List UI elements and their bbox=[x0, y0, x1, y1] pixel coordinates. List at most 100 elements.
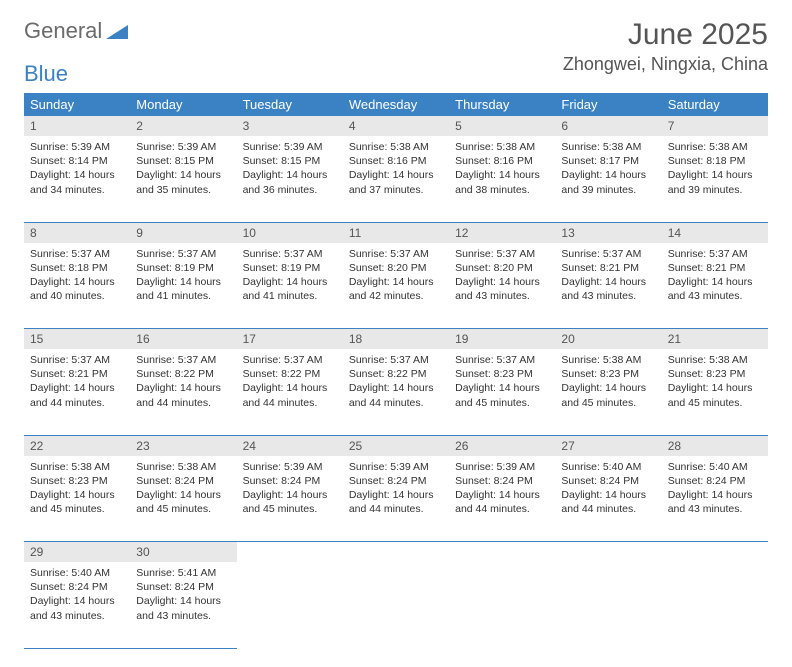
sunset-text: Sunset: 8:24 PM bbox=[668, 474, 762, 488]
daylight-text-1: Daylight: 14 hours bbox=[136, 488, 230, 502]
day-number: 10 bbox=[237, 222, 343, 243]
day-cell: Sunrise: 5:39 AMSunset: 8:14 PMDaylight:… bbox=[24, 136, 130, 222]
daylight-text-1: Daylight: 14 hours bbox=[136, 168, 230, 182]
weekday-header-row: Sunday Monday Tuesday Wednesday Thursday… bbox=[24, 93, 768, 116]
sunrise-text: Sunrise: 5:37 AM bbox=[136, 353, 230, 367]
daylight-text-2: and 43 minutes. bbox=[561, 289, 655, 303]
daylight-text-2: and 45 minutes. bbox=[455, 396, 549, 410]
daylight-text-1: Daylight: 14 hours bbox=[455, 275, 549, 289]
day-number: 3 bbox=[237, 116, 343, 136]
day-number-row: 891011121314 bbox=[24, 222, 768, 243]
day-number: 1 bbox=[24, 116, 130, 136]
weekday-header: Tuesday bbox=[237, 93, 343, 116]
daylight-text-1: Daylight: 14 hours bbox=[30, 488, 124, 502]
day-content-row: Sunrise: 5:39 AMSunset: 8:14 PMDaylight:… bbox=[24, 136, 768, 222]
day-content: Sunrise: 5:39 AMSunset: 8:24 PMDaylight:… bbox=[449, 456, 555, 523]
day-cell: Sunrise: 5:37 AMSunset: 8:18 PMDaylight:… bbox=[24, 243, 130, 329]
sunrise-text: Sunrise: 5:39 AM bbox=[349, 460, 443, 474]
daylight-text-2: and 43 minutes. bbox=[136, 609, 230, 623]
day-number bbox=[237, 542, 343, 563]
daylight-text-2: and 45 minutes. bbox=[30, 502, 124, 516]
day-content: Sunrise: 5:38 AMSunset: 8:23 PMDaylight:… bbox=[24, 456, 130, 523]
day-number: 22 bbox=[24, 435, 130, 456]
sunrise-text: Sunrise: 5:40 AM bbox=[30, 566, 124, 580]
day-content: Sunrise: 5:37 AMSunset: 8:19 PMDaylight:… bbox=[237, 243, 343, 310]
day-cell: Sunrise: 5:37 AMSunset: 8:21 PMDaylight:… bbox=[662, 243, 768, 329]
daylight-text-1: Daylight: 14 hours bbox=[668, 488, 762, 502]
sunset-text: Sunset: 8:19 PM bbox=[243, 261, 337, 275]
day-number: 6 bbox=[555, 116, 661, 136]
day-number: 29 bbox=[24, 542, 130, 563]
day-number: 15 bbox=[24, 329, 130, 350]
day-cell: Sunrise: 5:39 AMSunset: 8:15 PMDaylight:… bbox=[237, 136, 343, 222]
sunset-text: Sunset: 8:21 PM bbox=[30, 367, 124, 381]
month-title: June 2025 bbox=[563, 18, 768, 52]
weekday-header: Friday bbox=[555, 93, 661, 116]
daylight-text-2: and 43 minutes. bbox=[455, 289, 549, 303]
daylight-text-1: Daylight: 14 hours bbox=[30, 275, 124, 289]
day-content: Sunrise: 5:40 AMSunset: 8:24 PMDaylight:… bbox=[555, 456, 661, 523]
sunrise-text: Sunrise: 5:41 AM bbox=[136, 566, 230, 580]
daylight-text-2: and 44 minutes. bbox=[455, 502, 549, 516]
sunrise-text: Sunrise: 5:37 AM bbox=[455, 353, 549, 367]
day-cell: Sunrise: 5:37 AMSunset: 8:19 PMDaylight:… bbox=[237, 243, 343, 329]
sunrise-text: Sunrise: 5:37 AM bbox=[30, 353, 124, 367]
sunset-text: Sunset: 8:22 PM bbox=[349, 367, 443, 381]
sunset-text: Sunset: 8:16 PM bbox=[349, 154, 443, 168]
day-cell: Sunrise: 5:37 AMSunset: 8:22 PMDaylight:… bbox=[237, 349, 343, 435]
day-content: Sunrise: 5:38 AMSunset: 8:23 PMDaylight:… bbox=[555, 349, 661, 416]
daylight-text-2: and 34 minutes. bbox=[30, 183, 124, 197]
daylight-text-2: and 36 minutes. bbox=[243, 183, 337, 197]
day-cell: Sunrise: 5:37 AMSunset: 8:21 PMDaylight:… bbox=[24, 349, 130, 435]
day-cell: Sunrise: 5:39 AMSunset: 8:24 PMDaylight:… bbox=[343, 456, 449, 542]
daylight-text-1: Daylight: 14 hours bbox=[243, 381, 337, 395]
day-content-row: Sunrise: 5:37 AMSunset: 8:18 PMDaylight:… bbox=[24, 243, 768, 329]
day-cell bbox=[662, 562, 768, 648]
day-content: Sunrise: 5:38 AMSunset: 8:18 PMDaylight:… bbox=[662, 136, 768, 203]
day-number-row: 1234567 bbox=[24, 116, 768, 136]
sunset-text: Sunset: 8:18 PM bbox=[668, 154, 762, 168]
day-content: Sunrise: 5:38 AMSunset: 8:16 PMDaylight:… bbox=[343, 136, 449, 203]
sunset-text: Sunset: 8:22 PM bbox=[243, 367, 337, 381]
day-content: Sunrise: 5:37 AMSunset: 8:22 PMDaylight:… bbox=[130, 349, 236, 416]
sunrise-text: Sunrise: 5:37 AM bbox=[668, 247, 762, 261]
daylight-text-1: Daylight: 14 hours bbox=[136, 381, 230, 395]
daylight-text-2: and 43 minutes. bbox=[668, 502, 762, 516]
day-content: Sunrise: 5:38 AMSunset: 8:23 PMDaylight:… bbox=[662, 349, 768, 416]
sunset-text: Sunset: 8:23 PM bbox=[455, 367, 549, 381]
day-content: Sunrise: 5:38 AMSunset: 8:16 PMDaylight:… bbox=[449, 136, 555, 203]
day-number bbox=[662, 542, 768, 563]
daylight-text-2: and 42 minutes. bbox=[349, 289, 443, 303]
day-number: 18 bbox=[343, 329, 449, 350]
day-cell: Sunrise: 5:37 AMSunset: 8:20 PMDaylight:… bbox=[343, 243, 449, 329]
day-cell: Sunrise: 5:40 AMSunset: 8:24 PMDaylight:… bbox=[555, 456, 661, 542]
daylight-text-2: and 44 minutes. bbox=[561, 502, 655, 516]
day-cell: Sunrise: 5:39 AMSunset: 8:15 PMDaylight:… bbox=[130, 136, 236, 222]
sunrise-text: Sunrise: 5:39 AM bbox=[136, 140, 230, 154]
day-number: 5 bbox=[449, 116, 555, 136]
day-number: 28 bbox=[662, 435, 768, 456]
daylight-text-1: Daylight: 14 hours bbox=[668, 381, 762, 395]
daylight-text-2: and 44 minutes. bbox=[30, 396, 124, 410]
day-content: Sunrise: 5:39 AMSunset: 8:14 PMDaylight:… bbox=[24, 136, 130, 203]
daylight-text-1: Daylight: 14 hours bbox=[349, 275, 443, 289]
weekday-header: Saturday bbox=[662, 93, 768, 116]
sunrise-text: Sunrise: 5:38 AM bbox=[136, 460, 230, 474]
day-content: Sunrise: 5:39 AMSunset: 8:24 PMDaylight:… bbox=[343, 456, 449, 523]
day-number: 24 bbox=[237, 435, 343, 456]
sunrise-text: Sunrise: 5:39 AM bbox=[243, 460, 337, 474]
weekday-header: Thursday bbox=[449, 93, 555, 116]
sunrise-text: Sunrise: 5:38 AM bbox=[455, 140, 549, 154]
daylight-text-2: and 35 minutes. bbox=[136, 183, 230, 197]
daylight-text-2: and 44 minutes. bbox=[243, 396, 337, 410]
daylight-text-1: Daylight: 14 hours bbox=[455, 381, 549, 395]
sunrise-text: Sunrise: 5:37 AM bbox=[349, 353, 443, 367]
sunset-text: Sunset: 8:23 PM bbox=[30, 474, 124, 488]
daylight-text-2: and 43 minutes. bbox=[668, 289, 762, 303]
sunrise-text: Sunrise: 5:38 AM bbox=[561, 140, 655, 154]
sunrise-text: Sunrise: 5:38 AM bbox=[668, 353, 762, 367]
day-cell: Sunrise: 5:39 AMSunset: 8:24 PMDaylight:… bbox=[237, 456, 343, 542]
day-cell: Sunrise: 5:39 AMSunset: 8:24 PMDaylight:… bbox=[449, 456, 555, 542]
sunrise-text: Sunrise: 5:39 AM bbox=[455, 460, 549, 474]
sunset-text: Sunset: 8:23 PM bbox=[561, 367, 655, 381]
